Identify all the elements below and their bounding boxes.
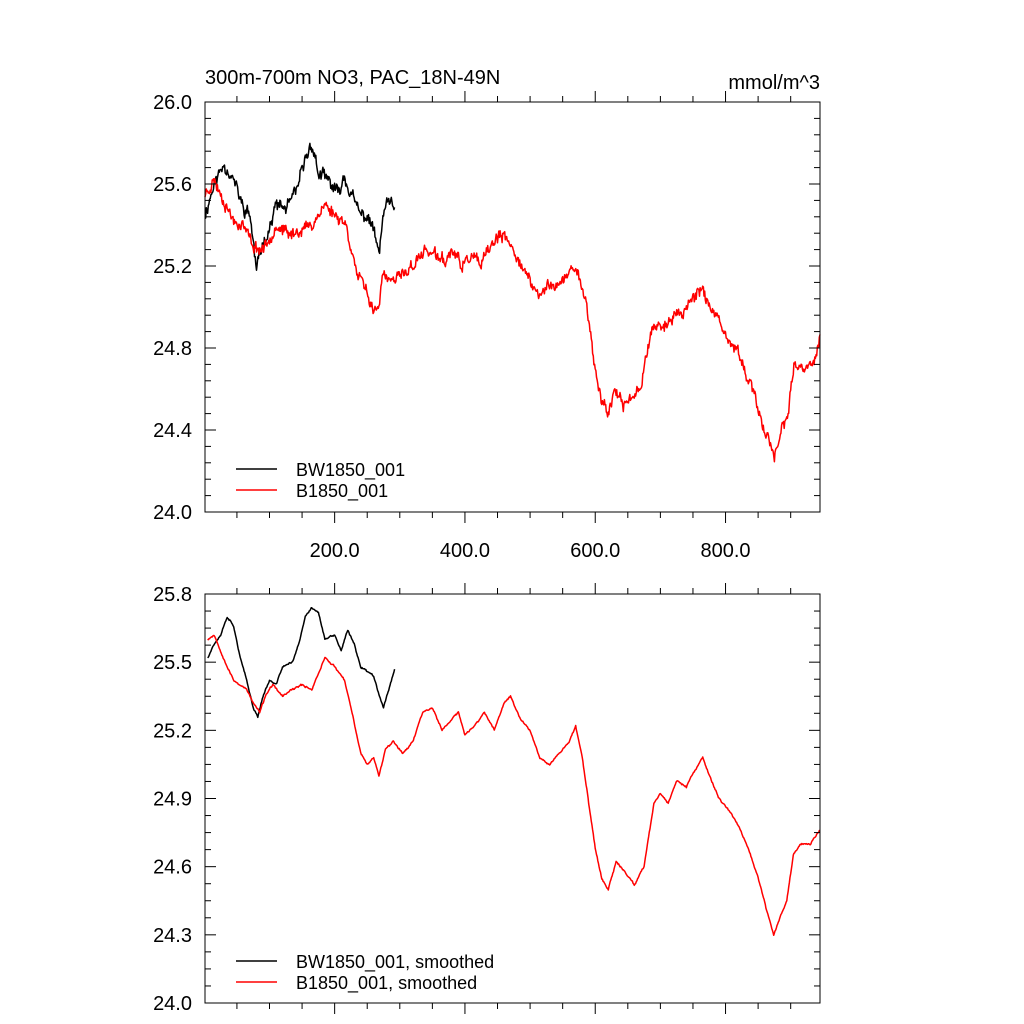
- top-series-bw1850-line: [204, 142, 396, 271]
- top-y-tick-label-3: 25.2: [153, 256, 192, 278]
- legend-label-bw1850: BW1850_001: [296, 460, 405, 481]
- top-y-tick-label-2: 24.8: [153, 338, 192, 360]
- legend-label-b1850-smoothed: B1850_001, smoothed: [296, 973, 477, 994]
- x-tick-label-600: 600.0: [570, 540, 620, 562]
- x-tick-label-800: 800.0: [701, 540, 751, 562]
- bottom-y-tick-label-2: 24.6: [153, 857, 192, 879]
- bottom-series-b1850-line: [207, 634, 821, 937]
- x-tick-label-400: 400.0: [440, 540, 490, 562]
- bottom-series-bw1850-line: [207, 607, 396, 719]
- bottom-y-tick-label-0: 24.0: [153, 993, 192, 1015]
- bottom-y-tick-label-5: 25.5: [153, 652, 192, 674]
- legend-label-bw1850-smoothed: BW1850_001, smoothed: [296, 952, 494, 973]
- legend-label-b1850: B1850_001: [296, 481, 388, 502]
- bottom-series-group: [207, 607, 821, 937]
- bottom-y-tick-label-6: 25.8: [153, 584, 192, 606]
- bottom-legend: BW1850_001, smoothed B1850_001, smoothed: [236, 952, 494, 994]
- bottom-y-tick-label-1: 24.3: [153, 925, 192, 947]
- bottom-y-tick-label-4: 25.2: [153, 720, 192, 742]
- x-tick-label-200: 200.0: [310, 540, 360, 562]
- top-ticks-group: 200.0 400.0 600.0 800.0 24.0 24.4 24.8 25.2 25.6…: [153, 91, 820, 562]
- bottom-plot-frame: [204, 593, 821, 1004]
- top-y-tick-label-0: 24.0: [153, 502, 192, 524]
- bottom-ticks-group: 24.0 24.3 24.6 24.9 25.2 25.5 25.8: [153, 583, 820, 1015]
- top-legend: BW1850_001 B1850_001: [236, 460, 405, 502]
- top-series-b1850-line: [204, 177, 821, 463]
- top-y-tick-label-5: 26.0: [153, 92, 192, 114]
- bottom-panel: 24.0 24.3 24.6 24.9 25.2 25.5 25.8 BW1850_001,…: [153, 583, 821, 1015]
- chart-title: 300m-700m NO3, PAC_18N-49N: [205, 67, 500, 89]
- bottom-y-tick-label-3: 24.9: [153, 789, 192, 811]
- units-label: mmol/m^3: [728, 72, 820, 94]
- top-panel: 300m-700m NO3, PAC_18N-49N mmol/m^3 200.…: [153, 67, 821, 562]
- top-y-tick-label-4: 25.6: [153, 174, 192, 196]
- top-y-tick-label-1: 24.4: [153, 420, 192, 442]
- top-plot-frame: [204, 101, 821, 513]
- top-series-group: [204, 142, 821, 463]
